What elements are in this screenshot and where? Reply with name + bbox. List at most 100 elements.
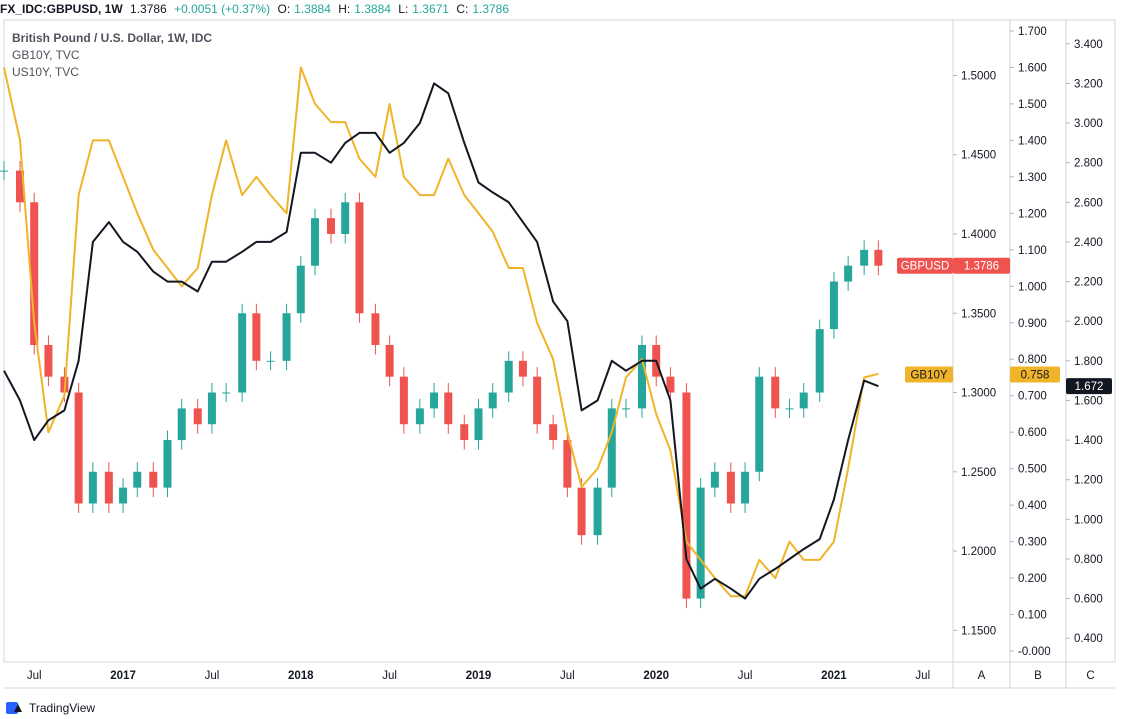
axis-tick-label: 1.000 [1074,514,1103,526]
candle-body [44,344,53,377]
tradingview-brand: TradingView [29,701,96,715]
candle-body [518,360,527,377]
candle-body [444,392,453,425]
close-value: 1.3786 [472,2,510,16]
candle-body [577,487,586,536]
chart-legend: British Pound / U.S. Dollar, 1W, IDC GB1… [12,30,212,81]
axis-tick-label: 0.400 [1074,633,1103,645]
candle-body [860,249,869,266]
candle-body [296,265,305,314]
low-label: L: [398,2,409,16]
scale-button-b[interactable]: B [1034,670,1042,682]
scale-button-a[interactable]: A [978,670,986,682]
time-tick-label: 2017 [110,670,136,682]
axis-tick-label: 1.5000 [961,70,996,82]
time-tick-label: Jul [915,670,930,682]
candle-body [163,440,172,488]
candle-body [844,265,853,282]
candle-body [771,376,780,409]
axis-tick-label: 0.300 [1018,537,1047,549]
us10y-line [3,82,879,600]
axis-tick-label: 1.400 [1074,435,1103,447]
us10y-last-tag-text: 1.672 [1075,381,1104,393]
axis-tick-label: -0.000 [1018,646,1051,658]
axis-tick-label: 1.4500 [961,150,996,162]
axis-tick-label: 1.2500 [961,467,996,479]
axis-tick-label: 2.200 [1074,277,1103,289]
axis-tick-label: 1.3000 [961,388,996,400]
candle-body [726,471,735,504]
axis-tick-label: 2.800 [1074,158,1103,170]
candle-body [563,440,572,488]
legend-gb10y[interactable]: GB10Y, TVC [12,48,80,62]
gbpusd-name-tag-text: GBPUSD [901,261,950,273]
axis-tick-label: 1.000 [1018,281,1047,293]
candle-body [474,408,483,441]
axis-tick-label: 0.600 [1018,427,1047,439]
axis-tick-label: 0.800 [1074,554,1103,566]
candle-body [430,392,439,409]
candle-body [785,408,794,410]
legend-main-series[interactable]: British Pound / U.S. Dollar, 1W, IDC [12,31,213,45]
candle-body [341,202,350,234]
axis-tick-label: 0.200 [1018,573,1047,585]
open-value: 1.3884 [294,2,331,16]
symbol-label[interactable]: FX_IDC:GBPUSD, 1W [0,2,123,16]
candle-body [30,202,39,345]
candle-body [222,392,231,394]
candle-body [119,487,128,504]
candle-body [355,202,364,314]
axis-tick-label: 0.100 [1018,610,1047,622]
candle-body [385,344,394,377]
axis-tick-label: 2.400 [1074,237,1103,249]
candle-body [399,376,408,425]
axis-tick-label: 2.600 [1074,197,1103,209]
time-tick-label: Jul [27,670,42,682]
candle-body [682,392,691,599]
candle-body [637,344,646,409]
scale-button-c[interactable]: C [1086,670,1094,682]
gb10y-last-tag [1010,366,1060,383]
chart-frame [3,19,1116,663]
legend-us10y[interactable]: US10Y, TVC [12,65,79,79]
high-label: H: [338,2,351,16]
axis-tick-label: 1.1500 [961,625,996,637]
axis-tick-label: 0.500 [1018,464,1047,476]
last-value-labels: GBPUSD 1.3786 GB10Y 0.758 1.672 [897,257,1112,395]
axis-tick-label: 1.400 [1018,135,1047,147]
axis-tick-label: 1.500 [1018,99,1047,111]
candle-body [104,471,113,504]
axis-tick-label: 1.100 [1018,245,1047,257]
candle-body [207,392,216,425]
candle-body [622,408,631,410]
candle-body [252,313,261,361]
close-label: C: [456,2,469,16]
candle-body [133,471,142,488]
candle-body [755,376,764,472]
candle-body [710,471,719,488]
candle-body [177,408,186,441]
last-price: 1.3786 [130,2,167,16]
axis-tick-label: 1.300 [1018,172,1047,184]
us10y-last-tag [1066,378,1112,395]
candle-body [238,313,247,393]
gbpusd-name-tag [897,257,953,274]
tradingview-footer[interactable]: TradingView [6,698,95,718]
candle-body [326,218,335,234]
time-tick-label: 2018 [288,670,314,682]
gb10y-name-tag [905,366,953,383]
time-tick-label: 2021 [821,670,847,682]
candle-body [874,249,883,266]
candle-body [371,313,380,345]
time-tick-label: Jul [382,670,397,682]
gb10y-last-tag-text: 0.758 [1021,370,1050,382]
candle-body [15,170,24,203]
candle-body [88,471,97,504]
yield-lines [3,66,879,600]
time-tick-label: Jul [205,670,220,682]
axis-tick-label: 1.4000 [961,229,996,241]
candle-body [829,281,838,330]
candle-body [74,392,83,504]
price-change: +0.0051 (+0.37%) [174,2,271,16]
